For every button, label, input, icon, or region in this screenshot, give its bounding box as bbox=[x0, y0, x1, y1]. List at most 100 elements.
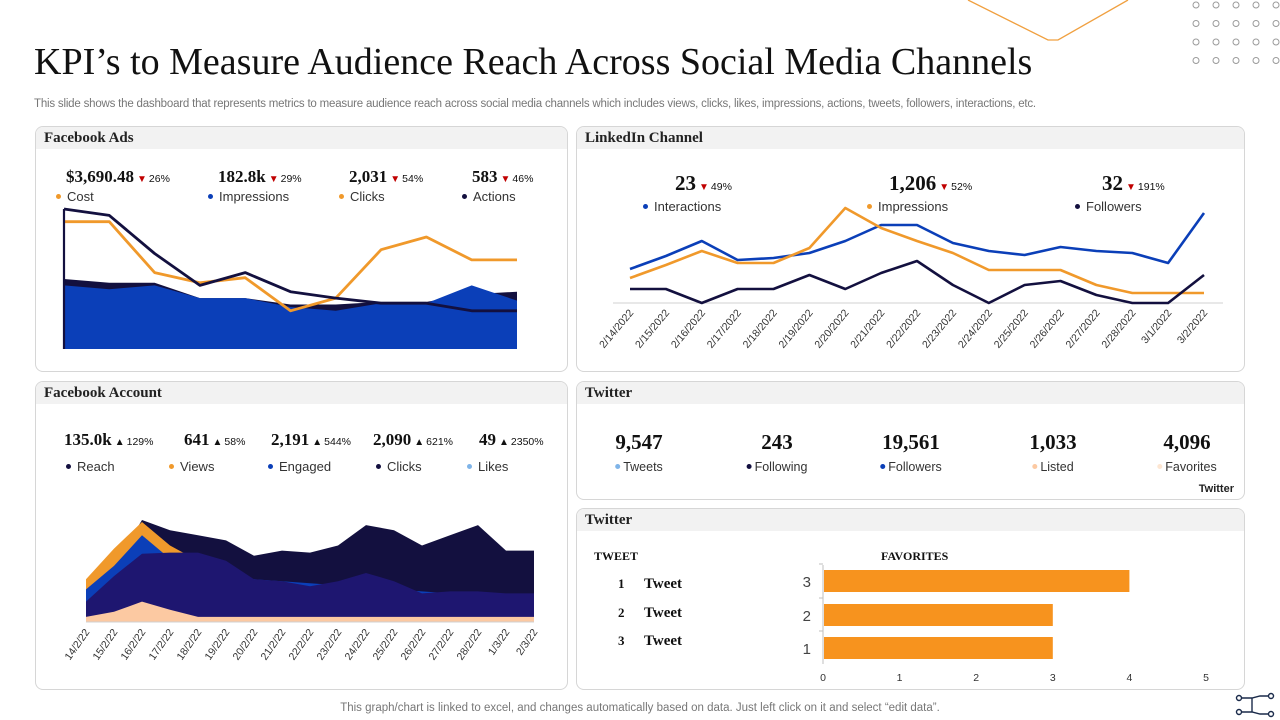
kpi-change: ▲ 58% bbox=[213, 436, 246, 448]
legend-dot-icon bbox=[208, 194, 213, 200]
tweet-row-number: 2 bbox=[618, 605, 625, 620]
kpi-value: 182.8k bbox=[218, 167, 266, 186]
legend-dot-icon bbox=[268, 464, 273, 470]
legend-item: Engaged bbox=[268, 459, 331, 474]
deco-dot bbox=[1232, 1, 1240, 9]
legend-dot-icon bbox=[339, 194, 344, 200]
page-footer: This graph/chart is linked to excel, and… bbox=[340, 702, 940, 714]
x-tick-label: 2/22/2022 bbox=[884, 307, 923, 351]
kpi-value: 23 bbox=[675, 171, 696, 195]
legend-item: Reach bbox=[66, 459, 115, 474]
kpi-item: 583 ▼ 46% bbox=[472, 167, 533, 187]
legend-item: Views bbox=[169, 459, 214, 474]
kpi-change: ▼ 52% bbox=[939, 181, 972, 193]
x-tick-label: 0 bbox=[820, 672, 826, 684]
kpi-value: 135.0k bbox=[64, 430, 112, 449]
legend-dot-icon bbox=[880, 464, 886, 470]
twitter-stats-title: Twitter bbox=[577, 382, 1244, 404]
legend-item: Followers bbox=[1075, 199, 1142, 214]
x-tick-label: 27/2/22 bbox=[427, 627, 457, 663]
legend-label: Reach bbox=[77, 459, 115, 474]
area-likes bbox=[86, 601, 534, 622]
favorites-column-header: FAVORITES bbox=[881, 549, 949, 563]
legend-dot-icon bbox=[1157, 464, 1163, 470]
deco-dot bbox=[1272, 20, 1280, 27]
tweet-row-number: 1 bbox=[618, 576, 625, 591]
kpi-change-value: 49% bbox=[710, 181, 732, 193]
kpi-change: ▼ 49% bbox=[699, 181, 732, 193]
legend-label: Impressions bbox=[878, 199, 949, 214]
deco-dot bbox=[1272, 1, 1280, 9]
facebook-account-chart: 14/2/2215/2/2216/2/2217/2/2218/2/2219/2/… bbox=[63, 520, 541, 663]
kpi-change-value: 52% bbox=[951, 181, 973, 193]
kpi-item: 641 ▲ 58% bbox=[184, 430, 245, 450]
legend-dot-icon bbox=[643, 204, 648, 210]
x-tick-label: 18/2/22 bbox=[175, 627, 205, 663]
tweet-row: 2 Tweet bbox=[618, 604, 682, 622]
x-tick-label: 24/2/22 bbox=[343, 627, 373, 663]
twitter-stat-label: Listed bbox=[1040, 460, 1074, 474]
deco-dot bbox=[1252, 57, 1260, 64]
page-title: KPI’s to Measure Audience Reach Across S… bbox=[34, 41, 1033, 83]
legend-label: Impressions bbox=[219, 189, 290, 204]
x-tick-label: 5 bbox=[1203, 672, 1209, 684]
legend-dot-icon bbox=[462, 194, 467, 200]
up-arrow-icon: ▲ bbox=[212, 437, 223, 448]
x-tick-label: 20/2/22 bbox=[231, 627, 261, 663]
x-tick-label: 21/2/22 bbox=[259, 627, 289, 663]
x-tick-label: 26/2/22 bbox=[399, 627, 429, 663]
kpi-value: 49 bbox=[479, 430, 496, 449]
x-tick-label: 3 bbox=[1050, 672, 1056, 684]
legend-item: Interactions bbox=[643, 199, 721, 214]
x-tick-label: 3/2/2022 bbox=[1175, 307, 1211, 346]
deco-dot bbox=[1232, 38, 1240, 46]
legend-item: Likes bbox=[467, 459, 508, 474]
page-subtitle: This slide shows the dashboard that repr… bbox=[34, 98, 1036, 110]
x-tick-label: 3/1/2022 bbox=[1139, 307, 1175, 346]
legend-dot-icon bbox=[867, 204, 872, 210]
kpi-change-value: 29% bbox=[280, 173, 302, 185]
kpi-item: 182.8k ▼ 29% bbox=[218, 167, 302, 187]
x-tick-label: 1/3/22 bbox=[486, 627, 513, 658]
linkedin-chart: 2/14/20222/15/20222/16/20222/17/20222/18… bbox=[597, 206, 1223, 351]
twitter-stat-legend: Tweets bbox=[615, 460, 663, 474]
tweet-row: 1 Tweet bbox=[618, 575, 682, 593]
kpi-change-value: 191% bbox=[1137, 181, 1165, 193]
tweet-row-label: Tweet bbox=[644, 576, 683, 592]
favorites-bar-chart: 3 2 1 0 1 2 3 4 5 bbox=[803, 563, 1209, 684]
kpi-item: 135.0k ▲ 129% bbox=[64, 430, 153, 450]
legend-dot-icon bbox=[66, 464, 71, 470]
legend-dot-icon bbox=[746, 464, 752, 470]
x-tick-label: 22/2/22 bbox=[287, 627, 317, 663]
legend-item: Actions bbox=[462, 189, 516, 204]
twitter-tweets-title: Twitter bbox=[577, 509, 1244, 531]
down-arrow-icon: ▼ bbox=[390, 174, 401, 185]
twitter-stats-panel: Twitter 9,547 Tweets 243 Following 19,561 Fol… bbox=[576, 381, 1245, 500]
tweet-row-number: 3 bbox=[618, 633, 625, 648]
up-arrow-icon: ▲ bbox=[414, 437, 425, 448]
favorites-bar bbox=[824, 604, 1053, 626]
twitter-stat-legend: Followers bbox=[880, 460, 942, 474]
x-tick-label: 28/2/22 bbox=[455, 627, 485, 663]
deco-dot bbox=[1232, 20, 1240, 27]
deco-dot bbox=[1232, 57, 1240, 64]
down-arrow-icon: ▼ bbox=[500, 174, 511, 185]
legend-item: Clicks bbox=[339, 189, 385, 204]
line-followers bbox=[630, 259, 1205, 305]
twitter-stat-label: Followers bbox=[888, 460, 942, 474]
x-tick-label: 2/20/2022 bbox=[812, 307, 851, 351]
x-tick-label: 2/19/2022 bbox=[776, 307, 815, 351]
kpi-change-value: 544% bbox=[324, 436, 352, 448]
kpi-change: ▲ 621% bbox=[414, 436, 453, 448]
x-tick-label: 2/27/2022 bbox=[1063, 307, 1102, 351]
kpi-value: 2,031 bbox=[349, 167, 388, 186]
twitter-stat-label: Tweets bbox=[623, 460, 663, 474]
kpi-item: 2,031 ▼ 54% bbox=[349, 167, 423, 187]
legend-item: Clicks bbox=[376, 459, 422, 474]
legend-label: Clicks bbox=[350, 189, 385, 204]
kpi-item: 2,090 ▲ 621% bbox=[373, 430, 453, 450]
kpi-change: ▼ 54% bbox=[390, 173, 423, 185]
x-tick-label: 2/18/2022 bbox=[741, 307, 780, 351]
area-impressions bbox=[64, 285, 517, 349]
up-arrow-icon: ▲ bbox=[114, 437, 125, 448]
